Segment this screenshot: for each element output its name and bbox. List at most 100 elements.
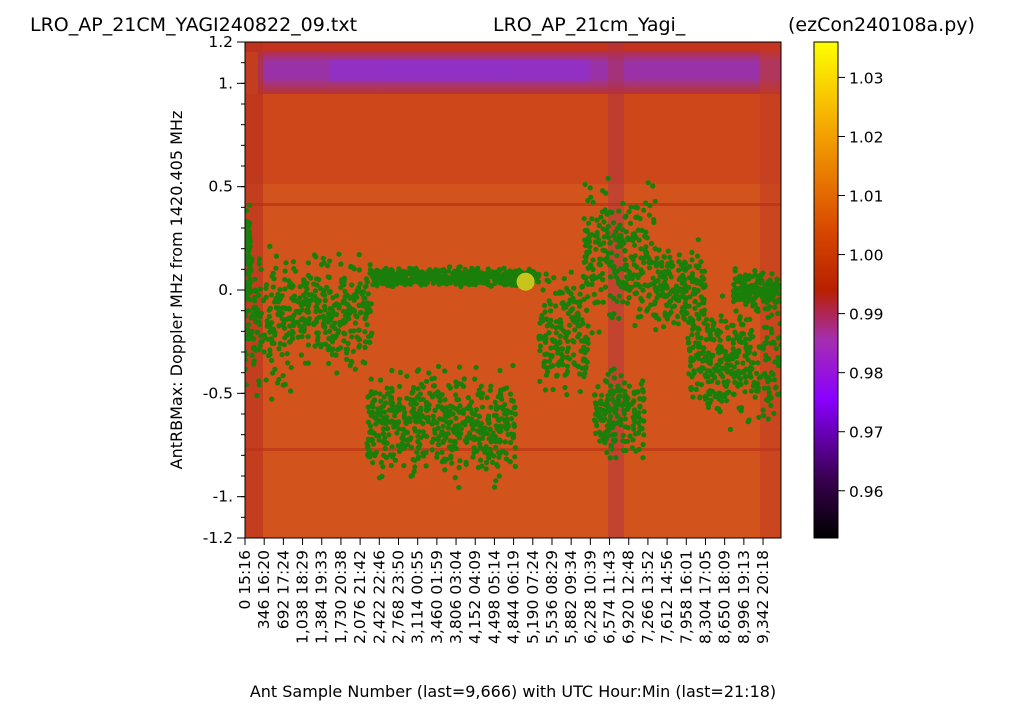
scatter-point: [414, 449, 420, 455]
scatter-point: [246, 233, 253, 239]
scatter-point: [629, 445, 636, 451]
scatter-point: [329, 339, 336, 345]
scatter-point: [643, 200, 649, 206]
scatter-point: [488, 404, 494, 410]
scatter-point: [536, 271, 542, 277]
scatter-point: [597, 262, 604, 268]
scatter-point: [245, 291, 250, 297]
scatter-point: [574, 299, 580, 305]
scatter-point: [655, 292, 661, 298]
scatter-point: [415, 386, 421, 392]
scatter-point: [295, 334, 301, 340]
scatter-point: [478, 383, 484, 389]
scatter-point: [397, 383, 403, 389]
scatter-point: [245, 225, 249, 231]
scatter-point: [475, 265, 481, 271]
scatter-point: [607, 413, 614, 419]
scatter-point: [690, 344, 696, 350]
scatter-point: [475, 391, 481, 398]
scatter-point: [384, 426, 391, 432]
scatter-point: [429, 447, 435, 453]
scatter-point: [266, 313, 272, 320]
scatter-point: [281, 342, 287, 348]
scatter-point: [603, 227, 609, 233]
scatter-point: [380, 431, 386, 437]
colorbar-tick-label: 0.96: [849, 483, 884, 501]
scatter-point: [245, 382, 249, 388]
scatter-point: [397, 407, 403, 413]
scatter-point: [289, 332, 295, 338]
scatter-point: [607, 274, 614, 280]
scatter-point: [564, 363, 571, 369]
scatter-point: [582, 259, 589, 265]
scatter-point: [466, 430, 473, 436]
scatter-point: [764, 397, 770, 403]
scatter-point: [594, 217, 600, 223]
scatter-point: [664, 263, 671, 269]
scatter-point: [537, 348, 543, 354]
scatter-point: [253, 347, 259, 353]
scatter-point: [448, 419, 454, 425]
y-tick-label: -1.2: [203, 529, 233, 547]
scatter-point: [264, 321, 271, 327]
scatter-point: [486, 455, 492, 461]
scatter-point: [731, 364, 737, 370]
scatter-point: [605, 393, 611, 399]
scatter-point: [258, 339, 264, 345]
scatter-point: [679, 280, 685, 286]
scatter-point: [302, 301, 308, 307]
scatter-point: [453, 379, 459, 385]
scatter-point: [571, 352, 577, 358]
scatter-point: [410, 271, 417, 277]
scatter-point: [282, 381, 288, 387]
x-tick-label: 4,844 06:19: [505, 550, 523, 644]
scatter-point: [470, 426, 476, 432]
scatter-point: [378, 377, 384, 383]
scatter-point: [632, 322, 638, 329]
scatter-point: [427, 269, 433, 275]
scatter-point: [611, 263, 617, 270]
colorbar-tick-label: 1.00: [849, 247, 884, 265]
scatter-point: [344, 301, 350, 307]
scatter-point: [263, 285, 269, 291]
scatter-point: [695, 253, 701, 259]
scatter-point: [498, 404, 504, 410]
scatter-point: [366, 339, 373, 345]
scatter-point: [412, 397, 418, 403]
scatter-point: [251, 298, 258, 304]
scatter-point: [387, 452, 393, 458]
scatter-point: [765, 306, 771, 312]
scatter-point: [607, 240, 613, 246]
scatter-point: [621, 285, 627, 291]
scatter-point: [761, 385, 768, 391]
scatter-point: [582, 254, 588, 260]
scatter-point: [597, 429, 603, 435]
scatter-point: [564, 285, 570, 291]
scatter-point: [752, 301, 758, 307]
x-axis-label: Ant Sample Number (last=9,666) with UTC …: [250, 682, 776, 701]
scatter-point: [562, 384, 568, 391]
scatter-point: [272, 366, 278, 372]
scatter-point: [542, 309, 548, 315]
scatter-point: [365, 419, 371, 425]
scatter-point: [548, 364, 554, 370]
scatter-point: [710, 326, 716, 332]
scatter-point: [486, 436, 492, 442]
scatter-point: [368, 376, 374, 382]
scatter-point: [288, 364, 294, 371]
scatter-point: [267, 243, 273, 249]
scatter-point: [768, 326, 774, 332]
scatter-point: [738, 381, 744, 387]
scatter-point: [381, 394, 387, 400]
scatter-point: [249, 352, 255, 358]
scatter-point: [267, 347, 273, 353]
scatter-point: [364, 279, 370, 285]
scatter-point: [717, 337, 723, 343]
scatter-point: [435, 363, 442, 369]
scatter-point: [245, 296, 251, 302]
scatter-point: [723, 383, 729, 389]
scatter-point: [686, 303, 692, 309]
scatter-point: [705, 379, 711, 385]
scatter-point: [660, 324, 667, 330]
scatter-point: [537, 343, 544, 349]
